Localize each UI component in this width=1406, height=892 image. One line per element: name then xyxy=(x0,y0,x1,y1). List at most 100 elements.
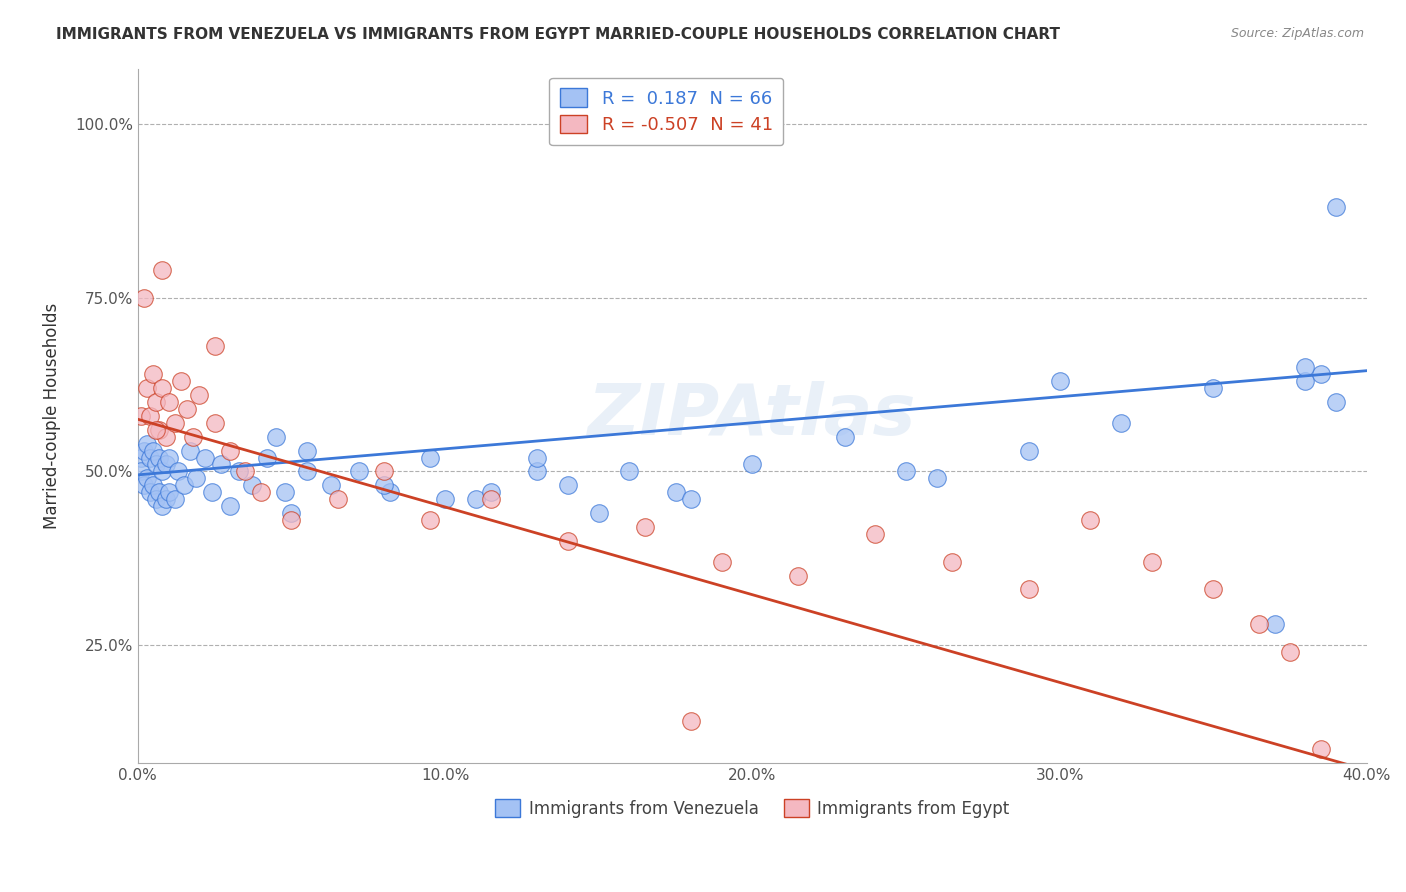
Point xyxy=(280,506,302,520)
Point xyxy=(373,478,395,492)
Point xyxy=(152,381,174,395)
Point xyxy=(235,464,257,478)
Point xyxy=(194,450,217,465)
Point xyxy=(1278,645,1301,659)
Point xyxy=(142,367,165,381)
Point xyxy=(155,430,177,444)
Point xyxy=(941,555,963,569)
Point xyxy=(280,513,302,527)
Point xyxy=(145,423,167,437)
Point xyxy=(295,464,318,478)
Text: ZIPAtlas: ZIPAtlas xyxy=(588,381,917,450)
Point xyxy=(155,492,177,507)
Point xyxy=(925,471,948,485)
Point xyxy=(1202,381,1225,395)
Point xyxy=(710,555,733,569)
Point xyxy=(157,485,180,500)
Point xyxy=(1324,395,1347,409)
Point xyxy=(186,471,208,485)
Point xyxy=(163,416,186,430)
Point xyxy=(741,458,763,472)
Y-axis label: Married-couple Households: Married-couple Households xyxy=(44,302,60,529)
Point xyxy=(787,568,810,582)
Point xyxy=(664,485,686,500)
Point xyxy=(557,533,579,548)
Point xyxy=(132,478,155,492)
Point xyxy=(526,450,548,465)
Point xyxy=(204,416,226,430)
Point xyxy=(209,458,232,472)
Point xyxy=(152,263,174,277)
Point xyxy=(1049,374,1071,388)
Text: Source: ZipAtlas.com: Source: ZipAtlas.com xyxy=(1230,27,1364,40)
Point xyxy=(228,464,250,478)
Point xyxy=(176,401,198,416)
Point xyxy=(1109,416,1132,430)
Point xyxy=(1249,617,1271,632)
Point xyxy=(264,430,287,444)
Point xyxy=(188,388,211,402)
Point xyxy=(557,478,579,492)
Point xyxy=(1202,582,1225,597)
Point xyxy=(679,714,702,729)
Point xyxy=(219,443,242,458)
Point xyxy=(434,492,457,507)
Point xyxy=(1294,360,1316,375)
Point xyxy=(163,492,186,507)
Point xyxy=(526,464,548,478)
Point xyxy=(479,485,502,500)
Legend: Immigrants from Venezuela, Immigrants from Egypt: Immigrants from Venezuela, Immigrants fr… xyxy=(489,793,1017,824)
Point xyxy=(1294,374,1316,388)
Point xyxy=(179,443,201,458)
Point xyxy=(132,443,155,458)
Point xyxy=(326,492,349,507)
Point xyxy=(136,381,159,395)
Point xyxy=(1018,582,1040,597)
Point xyxy=(479,492,502,507)
Point xyxy=(145,458,167,472)
Point xyxy=(321,478,343,492)
Point xyxy=(170,374,193,388)
Point xyxy=(419,450,441,465)
Point xyxy=(145,395,167,409)
Point xyxy=(139,485,162,500)
Point xyxy=(148,450,170,465)
Point xyxy=(129,464,152,478)
Point xyxy=(1309,742,1331,756)
Point xyxy=(201,485,224,500)
Point xyxy=(155,458,177,472)
Point xyxy=(464,492,486,507)
Point xyxy=(152,464,174,478)
Point xyxy=(274,485,297,500)
Point xyxy=(139,409,162,423)
Point xyxy=(148,485,170,500)
Point xyxy=(136,471,159,485)
Point xyxy=(1264,617,1286,632)
Point xyxy=(378,485,401,500)
Point xyxy=(679,492,702,507)
Point xyxy=(139,450,162,465)
Point xyxy=(240,478,263,492)
Point xyxy=(1018,443,1040,458)
Point xyxy=(152,499,174,513)
Point xyxy=(894,464,917,478)
Point xyxy=(181,430,204,444)
Point xyxy=(129,450,152,465)
Point xyxy=(1078,513,1101,527)
Point xyxy=(132,291,155,305)
Point xyxy=(588,506,610,520)
Point xyxy=(204,339,226,353)
Point xyxy=(1324,201,1347,215)
Point xyxy=(419,513,441,527)
Point xyxy=(129,409,152,423)
Point xyxy=(634,520,657,534)
Point xyxy=(373,464,395,478)
Point xyxy=(142,443,165,458)
Point xyxy=(347,464,370,478)
Point xyxy=(166,464,188,478)
Point xyxy=(865,527,887,541)
Point xyxy=(136,436,159,450)
Point xyxy=(619,464,641,478)
Point xyxy=(295,443,318,458)
Point xyxy=(157,450,180,465)
